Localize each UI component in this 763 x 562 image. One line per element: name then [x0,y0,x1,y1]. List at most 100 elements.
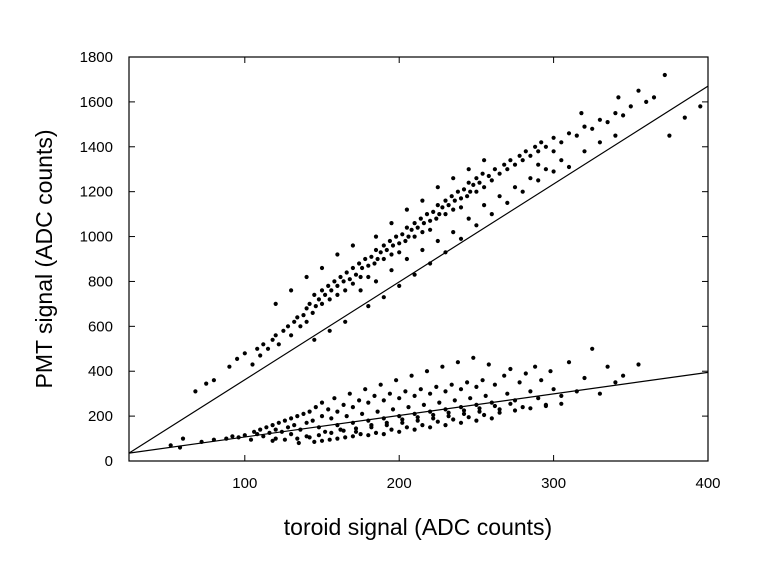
data-point [582,149,587,154]
data-point [343,288,348,293]
data-point [497,194,502,199]
data-point [329,288,334,293]
data-point [497,410,502,415]
data-point [651,95,657,100]
data-point [285,324,291,329]
data-point [682,115,687,120]
data-point [307,409,312,414]
data-point [420,198,425,203]
data-point [258,353,263,358]
data-point [276,342,281,347]
data-point [329,416,334,421]
data-point [389,221,394,226]
data-point [428,425,433,430]
data-point [628,104,633,109]
data-point [304,319,309,324]
data-point [412,221,417,226]
data-point [310,418,315,423]
data-point [403,238,408,244]
data-point [418,387,423,392]
data-point [517,380,522,385]
data-point [458,420,464,425]
data-point [508,366,513,372]
data-point [451,176,456,181]
data-point [662,72,667,78]
data-point [543,167,549,172]
data-point [350,265,355,271]
data-point [295,414,300,419]
data-point [397,241,402,246]
data-point [443,407,448,412]
data-point [366,433,371,438]
data-point [289,432,294,437]
data-point [372,261,377,266]
data-point [466,180,471,185]
data-point [477,180,482,185]
data-point [451,207,456,212]
data-point [353,426,359,431]
data-point [357,261,362,266]
data-point [434,216,439,221]
data-point [451,230,456,235]
data-point [235,356,240,361]
y-axis-ticks: 0 200 400 600 800 1000 1200 1400 1600 1800 [80,49,708,470]
data-point [313,405,318,410]
data-point [489,178,494,183]
data-point [381,256,386,262]
data-point [474,176,479,181]
data-point [327,328,332,333]
data-point [360,265,365,271]
data-point [458,387,464,392]
data-point [273,436,278,441]
data-point [428,218,433,223]
data-point [505,200,510,205]
data-point [301,313,306,318]
data-point [492,403,497,409]
data-point [579,111,584,116]
data-point [483,393,488,398]
data-point [282,437,287,442]
data-point [477,406,482,411]
data-point [486,362,491,367]
data-point [394,234,399,239]
data-point [437,400,442,405]
data-point [533,364,538,369]
data-point [446,414,451,419]
data-point [543,403,549,409]
data-point [211,437,216,442]
data-point [412,393,417,398]
data-point [335,409,340,414]
data-point [458,236,464,241]
data-point [590,126,595,131]
data-point [276,420,281,425]
data-point [533,144,538,149]
data-point [350,420,355,425]
data-point [644,99,649,104]
data-point [528,389,533,394]
data-point [597,117,603,122]
data-point [452,198,457,203]
data-point [372,393,377,398]
data-point [468,396,473,401]
data-point [304,420,309,425]
data-point [566,164,572,170]
data-point [350,281,355,286]
data-point [310,310,315,315]
data-point [486,173,491,179]
data-point [250,362,255,367]
data-point [400,417,405,422]
data-point [312,337,317,342]
data-point [636,362,641,367]
data-point [270,438,275,443]
data-point [455,360,460,365]
data-point [466,415,471,420]
data-point [536,162,541,167]
data-point [230,434,235,439]
data-point [319,288,325,293]
data-point [421,221,426,226]
data-point [273,333,278,338]
data-point [350,405,355,410]
data-point [282,418,287,423]
data-point [435,203,440,208]
data-point [313,304,318,309]
